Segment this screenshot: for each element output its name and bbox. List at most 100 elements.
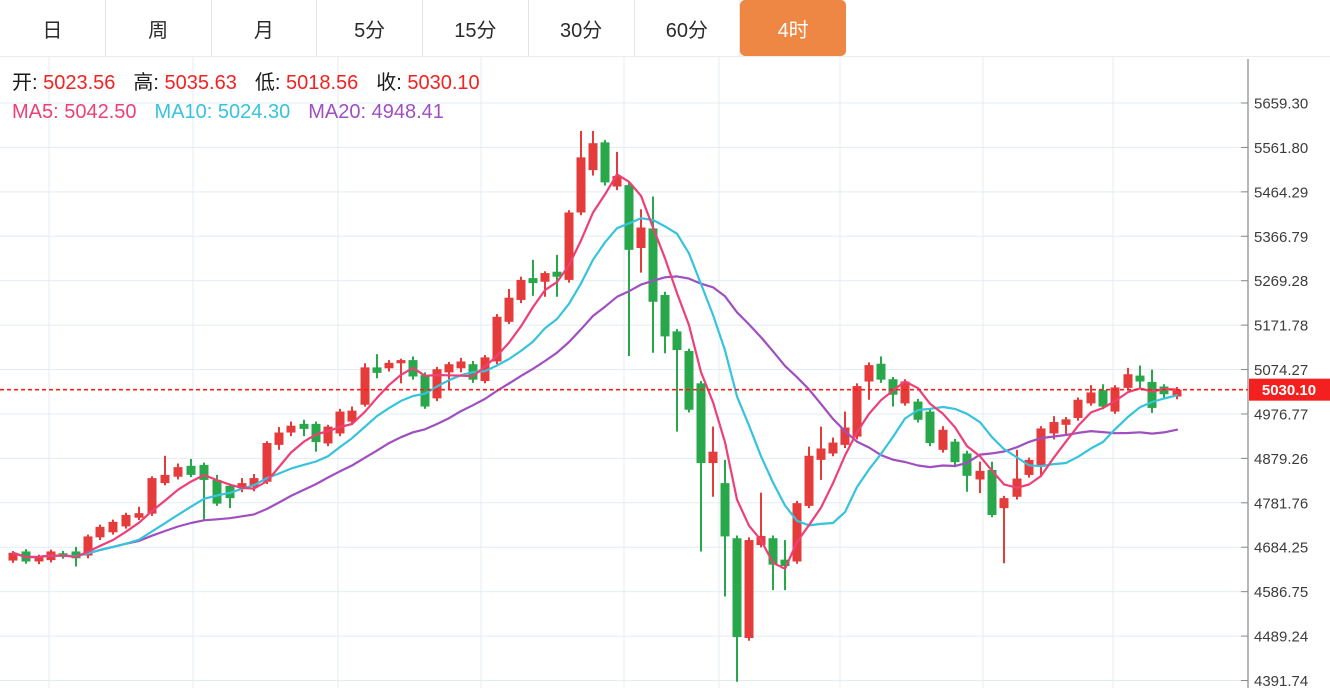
candle-body bbox=[852, 386, 862, 437]
tab-5min[interactable]: 5分 bbox=[317, 0, 423, 56]
candle-body bbox=[432, 369, 442, 399]
axis-tick-label: 5269.28 bbox=[1254, 273, 1308, 290]
candle-body bbox=[1098, 390, 1108, 407]
candle-body bbox=[480, 357, 490, 382]
ma20-line bbox=[11, 275, 1179, 559]
candle-body bbox=[1110, 387, 1120, 412]
axis-tick-label: 4976.77 bbox=[1254, 406, 1308, 423]
tab-day[interactable]: 日 bbox=[0, 0, 106, 56]
candle-body bbox=[780, 559, 790, 567]
candle-body bbox=[335, 411, 345, 434]
ma10-line bbox=[11, 217, 1179, 559]
candle-body bbox=[212, 479, 222, 504]
candle-body bbox=[1049, 422, 1059, 434]
tab-15min[interactable]: 15分 bbox=[423, 0, 529, 56]
candle-body bbox=[286, 425, 296, 433]
candle-body bbox=[999, 498, 1009, 509]
candle-body bbox=[34, 556, 44, 562]
candle-body bbox=[160, 474, 170, 484]
candle-body bbox=[804, 455, 814, 506]
candle-body bbox=[624, 185, 634, 250]
candle-body bbox=[147, 478, 157, 514]
candle-body bbox=[962, 453, 972, 476]
chart-area: 5659.30 5561.80 5464.29 5366.79 5269.28 5171.… bbox=[0, 57, 1330, 688]
candle-body bbox=[987, 469, 997, 515]
candle-body bbox=[360, 367, 370, 405]
candle-body bbox=[792, 503, 802, 562]
candlestick-chart[interactable]: 5659.30 5561.80 5464.29 5366.79 5269.28 5171.… bbox=[0, 57, 1330, 688]
candle-body bbox=[1123, 374, 1133, 388]
candle-body bbox=[828, 442, 838, 454]
candle-body bbox=[444, 364, 454, 373]
candle-body bbox=[672, 331, 682, 351]
candle-body bbox=[8, 552, 18, 561]
candle-body bbox=[134, 513, 144, 518]
candle-body bbox=[108, 521, 118, 533]
tab-60min[interactable]: 60分 bbox=[634, 0, 741, 56]
candle-body bbox=[274, 432, 284, 445]
candle-body bbox=[1036, 428, 1046, 467]
tab-month[interactable]: 月 bbox=[211, 0, 318, 56]
candle-body bbox=[504, 297, 514, 322]
axis-tick-label: 4879.26 bbox=[1254, 451, 1308, 468]
candle-body bbox=[249, 478, 259, 487]
candle-body bbox=[492, 316, 502, 362]
candle-body bbox=[612, 176, 622, 187]
tab-4hour[interactable]: 4时 bbox=[740, 0, 846, 56]
candle-body bbox=[516, 279, 526, 300]
candle-body bbox=[199, 464, 209, 480]
current-price-label: 5030.10 bbox=[1262, 382, 1316, 399]
candle-body bbox=[576, 157, 586, 213]
candle-body bbox=[732, 538, 742, 638]
candle-body bbox=[938, 429, 948, 450]
candle-body bbox=[552, 271, 562, 277]
candle-body bbox=[720, 483, 730, 537]
axis-tick-label: 5366.79 bbox=[1254, 229, 1308, 246]
candle-body bbox=[636, 227, 646, 249]
candle-body bbox=[420, 375, 430, 407]
candle-body bbox=[684, 350, 694, 410]
candle-body bbox=[950, 441, 960, 463]
candle-body bbox=[588, 143, 598, 171]
candle-body bbox=[456, 361, 466, 369]
candle-body bbox=[121, 514, 131, 527]
candle-body bbox=[876, 363, 886, 380]
axis-tick-label: 5171.78 bbox=[1254, 318, 1308, 335]
axis-tick-label: 4489.24 bbox=[1254, 629, 1308, 646]
candle-body bbox=[372, 367, 382, 373]
candle-body bbox=[975, 470, 985, 480]
interval-tabbar: 日周月 5分 15分 30分 60分 4时 bbox=[0, 0, 1330, 57]
ma5-line bbox=[11, 173, 1179, 570]
candle-body bbox=[696, 383, 706, 464]
candle-body bbox=[708, 451, 718, 464]
candle-body bbox=[186, 465, 196, 475]
candle-body bbox=[384, 362, 394, 369]
candle-body bbox=[768, 538, 778, 565]
axis-tick-label: 4391.74 bbox=[1254, 673, 1308, 688]
candle-body bbox=[311, 423, 321, 443]
axis-tick-label: 4781.76 bbox=[1254, 495, 1308, 512]
candle-body bbox=[660, 294, 670, 337]
candle-body bbox=[864, 365, 874, 382]
candle-body bbox=[299, 423, 309, 429]
candle-body bbox=[1073, 399, 1083, 418]
candle-body bbox=[900, 381, 910, 404]
candle-body bbox=[323, 426, 333, 444]
candle-body bbox=[1172, 389, 1182, 397]
axis-tick-label: 5074.27 bbox=[1254, 362, 1308, 379]
candle-body bbox=[237, 483, 247, 489]
candle-body bbox=[83, 536, 93, 556]
candle-body bbox=[564, 212, 574, 280]
candle-body bbox=[262, 443, 272, 482]
candle-body bbox=[600, 142, 610, 183]
candle-body bbox=[925, 411, 935, 444]
axis-tick-label: 5561.80 bbox=[1254, 140, 1308, 157]
candle-body bbox=[1147, 381, 1157, 408]
tab-week[interactable]: 周 bbox=[105, 0, 212, 56]
candle-body bbox=[347, 410, 357, 422]
candle-body bbox=[71, 551, 81, 559]
candle-body bbox=[528, 278, 538, 284]
candle-body bbox=[173, 467, 183, 477]
tab-30min[interactable]: 30分 bbox=[528, 0, 635, 56]
candle-body bbox=[744, 540, 754, 639]
